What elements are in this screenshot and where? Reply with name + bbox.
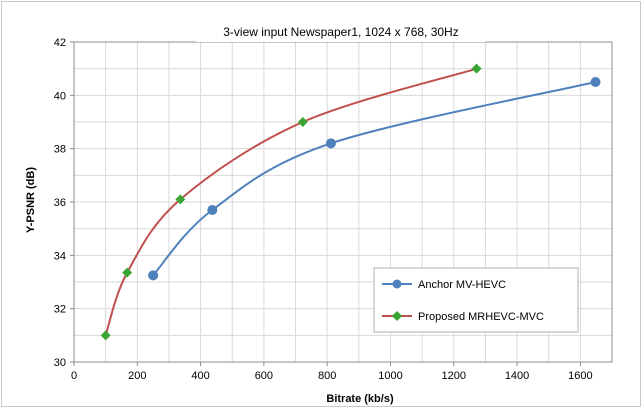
chart-title: 3-view input Newspaper1, 1024 x 768, 30H… [223,25,458,39]
x-tick-label: 1400 [505,370,529,382]
legend-label-proposed: Proposed MRHEVC-MVC [418,311,544,323]
x-axis-title: Bitrate (kb/s) [326,393,394,405]
y-tick-label: 30 [54,357,66,369]
legend-box [373,267,579,333]
data-point-proposed [122,267,133,278]
x-tick-label: 600 [255,370,273,382]
data-point-anchor [325,138,336,149]
y-tick-label: 38 [54,144,66,156]
x-tick-label: 0 [71,370,77,382]
legend-item-proposed: Proposed MRHEVC-MVC [382,311,544,323]
data-point-proposed [100,330,111,341]
legend-marker-proposed-icon [392,311,402,321]
y-tick-label: 36 [54,197,66,209]
y-axis-title: Y-PSNR (dB) [25,167,37,233]
x-tick-label: 200 [128,370,146,382]
data-point-anchor [207,205,218,215]
legend: Anchor MV-HEVC Proposed MRHEVC-MVC [373,267,579,333]
y-tick-label: 40 [54,90,66,102]
legend-label-anchor: Anchor MV-HEVC [418,279,506,291]
y-tick-label: 32 [54,304,66,316]
x-tick-label: 800 [318,370,336,382]
legend-marker-anchor-icon [392,279,402,289]
data-point-proposed [175,194,186,205]
data-point-anchor [590,77,601,87]
series-layer [100,63,601,341]
x-tick-label: 400 [191,370,209,382]
y-tick-label: 42 [54,37,66,49]
chart-title-box: 3-view input Newspaper1, 1024 x 768, 30H… [196,22,486,42]
axes: 0 200 400 600 800 1000 1200 1400 1600 30 32 34 36 38 4… [54,37,613,382]
x-tick-label: 1200 [442,370,466,382]
data-point-anchor [148,270,159,281]
data-point-proposed [297,117,308,127]
x-tick-label: 1600 [568,370,592,382]
data-point-proposed [471,63,482,74]
x-tick-label: 1000 [378,370,402,382]
series-line-anchor [152,81,596,277]
legend-item-anchor: Anchor MV-HEVC [382,279,506,291]
series-line-proposed [104,67,477,336]
y-tick-label: 34 [54,250,66,262]
